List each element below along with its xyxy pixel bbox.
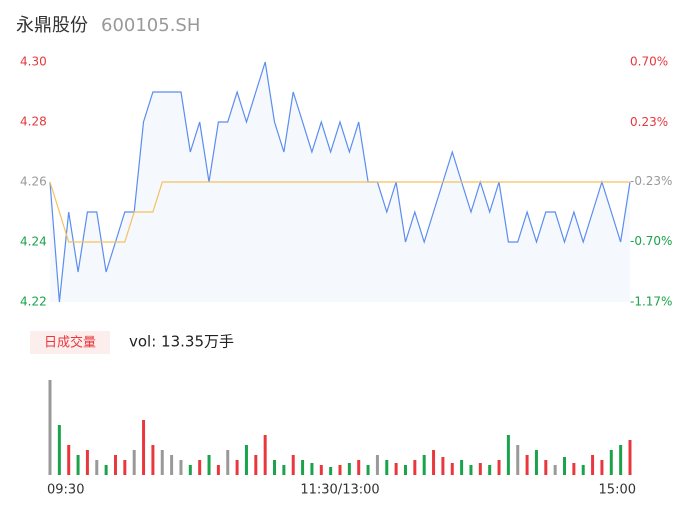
volume-bar — [329, 467, 333, 475]
x-tick-label: 15:00 — [599, 483, 636, 498]
volume-bar — [488, 465, 492, 475]
volume-bar — [385, 460, 389, 475]
volume-bar — [553, 465, 557, 475]
volume-bar — [619, 445, 623, 475]
y-tick-label: 4.30 — [20, 55, 47, 69]
volume-bar — [301, 460, 305, 475]
y2-tick-label: -0.23% — [630, 174, 672, 188]
y-tick-label: 4.24 — [20, 235, 47, 249]
volume-bar — [478, 463, 482, 475]
volume-bar — [235, 460, 239, 475]
volume-bar — [244, 445, 248, 475]
volume-bar — [198, 460, 202, 475]
volume-bar — [113, 455, 117, 475]
y2-tick-label: 0.23% — [630, 115, 668, 129]
y2-tick-label: -0.70% — [630, 234, 672, 248]
volume-bar — [600, 460, 604, 475]
volume-bar — [628, 440, 632, 475]
volume-bar — [366, 465, 370, 475]
volume-bar — [179, 460, 183, 475]
y-tick-label: 4.22 — [20, 295, 47, 309]
volume-bar — [422, 455, 426, 475]
volume-bar — [469, 465, 473, 475]
price-line — [49, 61, 631, 303]
volume-bar — [394, 463, 398, 475]
y2-tick-label: -1.17% — [630, 295, 672, 309]
volume-bar — [516, 445, 520, 475]
volume-legend: 日成交量 — [44, 335, 96, 351]
volume-bar — [132, 450, 136, 475]
volume-bar — [263, 435, 267, 475]
volume-bar — [216, 465, 220, 475]
volume-bar — [310, 463, 314, 475]
y-tick-label: 4.28 — [20, 115, 47, 129]
volume-bar — [375, 455, 379, 475]
volume-bar — [441, 457, 445, 475]
volume-bar — [591, 455, 595, 475]
volume-bar — [160, 450, 164, 475]
volume-bar — [76, 455, 80, 475]
volume-bar — [338, 465, 342, 475]
y-tick-label: 4.26 — [20, 175, 47, 189]
stock-code: 600105.SH — [101, 15, 200, 36]
volume-bar — [142, 420, 146, 475]
volume-bar — [151, 445, 155, 475]
volume-bar — [450, 463, 454, 475]
legend-box — [30, 331, 110, 354]
volume-bar — [609, 450, 613, 475]
volume-bar — [188, 465, 192, 475]
volume-bar — [57, 425, 61, 475]
volume-bar — [273, 460, 277, 475]
volume-bar — [506, 435, 510, 475]
volume-bar — [207, 455, 211, 475]
volume-bar — [170, 455, 174, 475]
volume-bar — [497, 460, 501, 475]
volume-bar — [347, 463, 351, 475]
volume-bar — [104, 465, 108, 475]
volume-bar — [525, 455, 529, 475]
volume-bar — [123, 460, 127, 475]
volume-bar — [357, 460, 361, 475]
volume-bar — [67, 445, 71, 475]
volume-bar — [319, 465, 323, 475]
average-line — [49, 181, 630, 243]
y2-tick-label: 0.70% — [630, 55, 668, 69]
volume-bar — [291, 455, 295, 475]
volume-bar — [282, 465, 286, 475]
volume-bar — [254, 455, 258, 475]
volume-total: vol: 13.35万手 — [129, 333, 234, 351]
stock-name: 永鼎股份 — [16, 15, 88, 36]
volume-bar — [544, 460, 548, 475]
volume-bar — [85, 450, 89, 475]
volume-bar — [432, 450, 436, 475]
volume-bar — [581, 465, 585, 475]
volume-bar — [460, 460, 464, 475]
x-tick-label: 11:30/13:00 — [300, 483, 379, 498]
volume-bar — [413, 460, 417, 475]
volume-bar — [226, 450, 230, 475]
volume-bar — [572, 463, 576, 475]
volume-bar — [563, 457, 567, 475]
x-tick-label: 09:30 — [47, 483, 84, 498]
volume-bar — [534, 450, 538, 475]
volume-bar — [403, 465, 407, 475]
volume-bar — [48, 380, 52, 475]
volume-bar — [95, 460, 99, 475]
